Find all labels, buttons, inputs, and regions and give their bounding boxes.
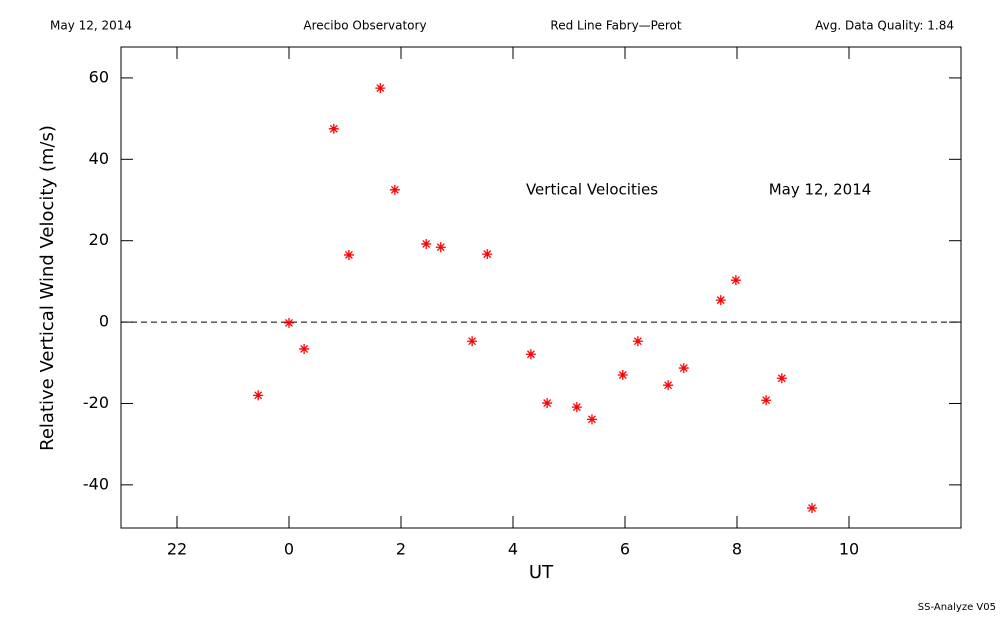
- data-point: [375, 83, 386, 94]
- data-point: [525, 349, 536, 360]
- x-tick-label: 6: [620, 540, 630, 559]
- y-tick-label: 0: [99, 312, 109, 331]
- data-point: [761, 395, 772, 406]
- y-tick-label: -20: [83, 393, 109, 412]
- data-point: [482, 249, 493, 260]
- header-date: May 12, 2014: [50, 19, 132, 33]
- header-site: Arecibo Observatory: [303, 19, 426, 33]
- data-point: [435, 242, 446, 253]
- footer: SS-Analyze V05: [918, 602, 996, 613]
- data-point: [284, 317, 294, 328]
- y-axis-label: Relative Vertical Wind Velocity (m/s): [37, 125, 58, 451]
- y-tick-label: 40: [89, 149, 109, 168]
- data-point: [542, 398, 553, 409]
- data-point: [571, 402, 582, 413]
- data-point: [776, 373, 787, 384]
- plot-frame: [120, 46, 962, 529]
- annotation: Vertical Velocities: [526, 181, 658, 199]
- data-point: [389, 184, 400, 195]
- data-point: [730, 275, 741, 286]
- data-point: [421, 238, 432, 249]
- data-point: [715, 295, 726, 306]
- data-point: [328, 123, 339, 134]
- x-tick-label: 0: [284, 540, 294, 559]
- data-point: [467, 336, 478, 347]
- data-point: [586, 414, 597, 425]
- data-point: [343, 249, 354, 260]
- x-axis-label: UT: [529, 562, 554, 583]
- y-tick-label: -40: [83, 474, 109, 493]
- x-tick-label: 10: [839, 540, 859, 559]
- y-tick-label: 20: [89, 230, 109, 249]
- data-point: [807, 503, 818, 514]
- x-tick-label: 22: [167, 540, 187, 559]
- data-point: [663, 380, 674, 391]
- data-point: [632, 336, 643, 347]
- data-point: [678, 363, 689, 374]
- header-quality: Avg. Data Quality: 1.84: [815, 19, 954, 33]
- data-point: [617, 369, 628, 380]
- x-tick-label: 4: [508, 540, 518, 559]
- x-tick-label: 2: [396, 540, 406, 559]
- x-tick-label: 8: [732, 540, 742, 559]
- header-instrument: Red Line Fabry—Perot: [550, 19, 681, 33]
- data-point: [299, 343, 310, 354]
- y-tick-label: 60: [89, 67, 109, 86]
- data-point: [253, 390, 264, 401]
- annotation: May 12, 2014: [769, 181, 872, 199]
